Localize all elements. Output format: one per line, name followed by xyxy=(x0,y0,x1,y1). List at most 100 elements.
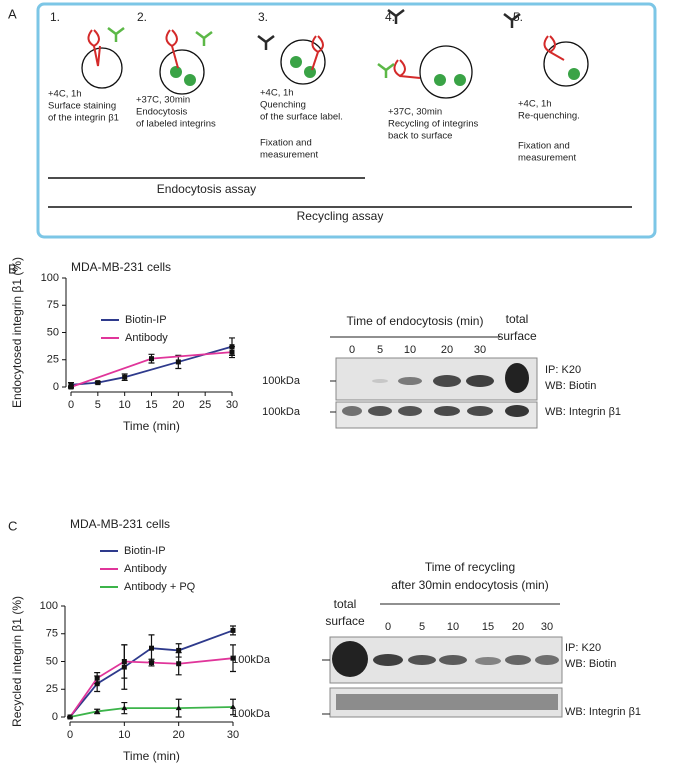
step-text: of the surface label. xyxy=(260,112,343,123)
x-tick-label: 30 xyxy=(227,729,239,741)
blot-total: total xyxy=(506,312,529,326)
marker xyxy=(121,659,127,664)
x-tick-label: 0 xyxy=(67,729,73,741)
series-line xyxy=(69,706,234,718)
step-text: of labeled integrins xyxy=(136,119,216,130)
blot-header: Time of recycling xyxy=(425,560,515,574)
legend-label: Biotin-IP xyxy=(125,314,167,326)
lane-label: 20 xyxy=(512,621,524,633)
marker xyxy=(230,704,236,710)
row-label: WB: Integrin β1 xyxy=(565,706,641,718)
y-tick-label: 0 xyxy=(53,381,59,393)
y-tick-label: 50 xyxy=(46,655,58,667)
step-text: Surface staining xyxy=(48,101,116,112)
marker xyxy=(230,627,236,633)
size-marker: 100kDa xyxy=(262,406,301,418)
panel-a-frame xyxy=(36,2,657,239)
y-tick-label: 75 xyxy=(47,299,59,311)
marker xyxy=(176,661,182,667)
step-note: measurement xyxy=(518,153,576,164)
row-label: WB: Biotin xyxy=(565,658,616,670)
assay-label: Endocytosis assay xyxy=(157,182,256,196)
panel-label: B xyxy=(8,261,17,276)
blot-b xyxy=(330,336,538,429)
step-number: 4. xyxy=(385,10,395,24)
labels-green xyxy=(107,27,395,78)
x-tick-label: 20 xyxy=(172,399,184,411)
marker xyxy=(230,655,236,661)
step-text: +4C, 1h xyxy=(48,89,82,100)
size-marker: 100kDa xyxy=(232,654,271,666)
row-label: IP: K20 xyxy=(565,642,601,654)
y-tick-label: 100 xyxy=(41,272,59,284)
legend-label: Antibody xyxy=(124,563,167,575)
size-marker: 100kDa xyxy=(232,708,271,720)
y-tick-label: 0 xyxy=(52,711,58,723)
x-axis-label: Time (min) xyxy=(123,749,180,763)
blot-row xyxy=(335,401,538,429)
bands xyxy=(342,363,529,417)
lane-label: 0 xyxy=(349,344,355,356)
row-label: WB: Integrin β1 xyxy=(545,406,621,418)
x-tick-label: 10 xyxy=(118,729,130,741)
step-note: measurement xyxy=(260,150,318,161)
x-tick-label: 0 xyxy=(68,399,74,411)
legend-label: Biotin-IP xyxy=(124,545,166,557)
x-tick-label: 15 xyxy=(145,399,157,411)
marker xyxy=(68,384,74,390)
x-tick-label: 30 xyxy=(226,399,238,411)
step-text: Endocytosis xyxy=(136,107,187,118)
lane-label: 30 xyxy=(474,344,486,356)
marker xyxy=(229,349,235,355)
series-line xyxy=(69,629,234,718)
step-text: of the integrin β1 xyxy=(48,113,119,124)
step-text: +37C, 30min xyxy=(136,95,190,106)
step-text: Quenching xyxy=(260,100,306,111)
assay-label: Recycling assay xyxy=(297,209,384,223)
integrins xyxy=(87,29,565,79)
y-tick-label: 25 xyxy=(46,683,58,695)
marker xyxy=(149,660,154,666)
size-marker: 100kDa xyxy=(262,375,301,387)
y-tick-label: 75 xyxy=(46,628,58,640)
lane-label: 20 xyxy=(441,344,453,356)
step-number: 1. xyxy=(50,10,60,24)
y-tick-label: 100 xyxy=(40,600,58,612)
legend-label: Antibody xyxy=(125,332,168,344)
x-tick-label: 5 xyxy=(95,399,101,411)
x-tick-label: 10 xyxy=(119,399,131,411)
chart-title: MDA-MB-231 cells xyxy=(71,260,171,274)
lane-label: 15 xyxy=(482,621,494,633)
marker xyxy=(149,645,154,651)
lane-label: 0 xyxy=(385,621,391,633)
step-note: Fixation and xyxy=(260,138,312,149)
panel-label: A xyxy=(8,6,17,21)
step-number: 5. xyxy=(513,10,523,24)
blot-total: surface xyxy=(497,329,537,343)
y-tick-label: 25 xyxy=(47,354,59,366)
blot-header: Time of endocytosis (min) xyxy=(347,314,484,328)
panel-label: C xyxy=(8,518,17,533)
row-label: IP: K20 xyxy=(545,364,581,376)
legend-label: Antibody + PQ xyxy=(124,581,196,593)
step-number: 3. xyxy=(258,10,268,24)
step-number: 2. xyxy=(137,10,147,24)
vesicles xyxy=(170,56,580,86)
marker xyxy=(121,705,128,711)
blot-row xyxy=(329,687,563,718)
step-text: +37C, 30min xyxy=(388,107,442,118)
y-axis-label: Endocytosed integrin β1 (%) xyxy=(10,257,24,408)
x-tick-label: 20 xyxy=(173,729,185,741)
marker xyxy=(95,380,101,386)
lane-label: 5 xyxy=(377,344,383,356)
step-text: +4C, 1h xyxy=(518,99,552,110)
marker xyxy=(176,647,182,653)
lane-label: 10 xyxy=(447,621,459,633)
marker xyxy=(67,714,73,719)
bands xyxy=(332,641,559,710)
step-text: back to surface xyxy=(388,131,452,142)
x-axis-label: Time (min) xyxy=(123,419,180,433)
marker xyxy=(94,708,101,714)
